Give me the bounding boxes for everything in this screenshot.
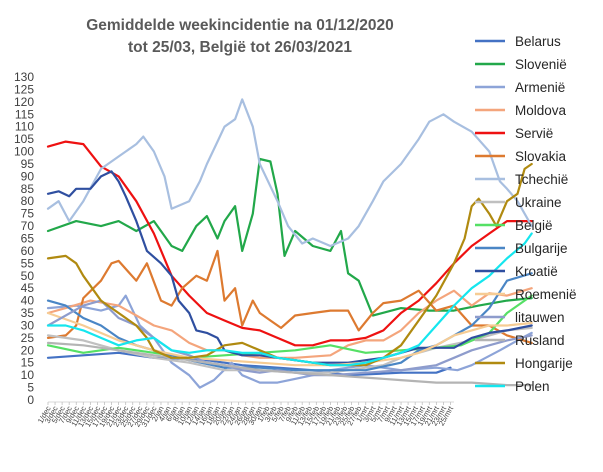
y-tick-label: 30 xyxy=(21,318,35,332)
series-line-sloveni xyxy=(46,157,533,317)
y-tick-label: 50 xyxy=(21,269,35,283)
y-tick-label: 15 xyxy=(21,356,35,370)
y-tick-label: 90 xyxy=(21,169,35,183)
series-line-bulgarije xyxy=(46,272,533,372)
y-tick-label: 60 xyxy=(21,244,35,258)
series-lines xyxy=(46,98,533,389)
series-line-belgi xyxy=(46,294,533,359)
legend: Belarus Slovenië Armenië Moldova Servië Slova… xyxy=(475,34,577,394)
legend-label: Kroatië xyxy=(515,264,558,279)
y-tick-label: 5 xyxy=(27,381,34,395)
y-tick-label: 35 xyxy=(21,306,35,320)
y-tick-label: 115 xyxy=(15,107,34,121)
y-axis: 0510152025303540455055606570758085909510… xyxy=(14,70,34,407)
y-tick-label: 40 xyxy=(21,294,35,308)
y-tick-label: 65 xyxy=(21,232,35,246)
series-line-kroati xyxy=(46,170,533,364)
legend-label: litauwen xyxy=(515,310,565,325)
legend-label: Roemenië xyxy=(515,287,577,302)
legend-label: Rusland xyxy=(515,333,565,348)
legend-label: Moldova xyxy=(515,103,567,118)
y-tick-label: 10 xyxy=(21,368,35,382)
y-tick-label: 45 xyxy=(21,281,35,295)
y-tick-label: 20 xyxy=(21,343,35,357)
y-tick-label: 110 xyxy=(15,120,34,134)
y-tick-label: 0 xyxy=(27,393,34,407)
y-tick-label: 85 xyxy=(21,182,35,196)
series-line-tchechi xyxy=(46,98,533,248)
legend-label: Polen xyxy=(515,379,550,394)
x-axis: 1/dec3/dec5/dec7/dec9/dec11/dec13/dec15/… xyxy=(36,401,456,429)
series-line-armeni xyxy=(46,294,533,389)
chart-title: Gemiddelde weekincidentie na 01/12/2020 t… xyxy=(86,17,394,56)
series-line-roemeni xyxy=(46,311,533,367)
chart-title-line: tot 25/03, België tot 26/03/2021 xyxy=(128,39,352,56)
legend-label: Bulgarije xyxy=(515,241,568,256)
legend-label: Tchechië xyxy=(515,172,568,187)
legend-label: Servië xyxy=(515,126,553,141)
y-tick-label: 55 xyxy=(21,256,35,270)
y-tick-label: 105 xyxy=(14,132,34,146)
y-tick-label: 100 xyxy=(14,145,34,159)
series-line-moldova xyxy=(46,287,533,359)
legend-label: Slovakia xyxy=(515,149,567,164)
series-line-belarus xyxy=(46,351,452,377)
y-tick-label: 80 xyxy=(21,194,35,208)
legend-label: België xyxy=(515,218,553,233)
y-tick-label: 130 xyxy=(14,70,34,84)
series-line-polen xyxy=(46,232,533,367)
chart-title-line: Gemiddelde weekincidentie na 01/12/2020 xyxy=(86,17,394,34)
y-tick-label: 125 xyxy=(14,82,34,96)
legend-label: Belarus xyxy=(515,34,561,49)
legend-label: Slovenië xyxy=(515,57,567,72)
legend-label: Armenië xyxy=(515,80,565,95)
series-line-slovakia xyxy=(46,249,533,344)
series-line-ukraine xyxy=(46,326,533,374)
legend-label: Ukraine xyxy=(515,195,562,210)
y-tick-label: 120 xyxy=(14,95,34,109)
y-tick-label: 95 xyxy=(21,157,35,171)
y-tick-label: 75 xyxy=(21,207,35,221)
series-line-rusland xyxy=(46,341,533,387)
series-line-servi xyxy=(46,140,533,347)
legend-label: Hongarije xyxy=(515,356,573,371)
y-tick-label: 25 xyxy=(21,331,35,345)
y-tick-label: 70 xyxy=(21,219,35,233)
